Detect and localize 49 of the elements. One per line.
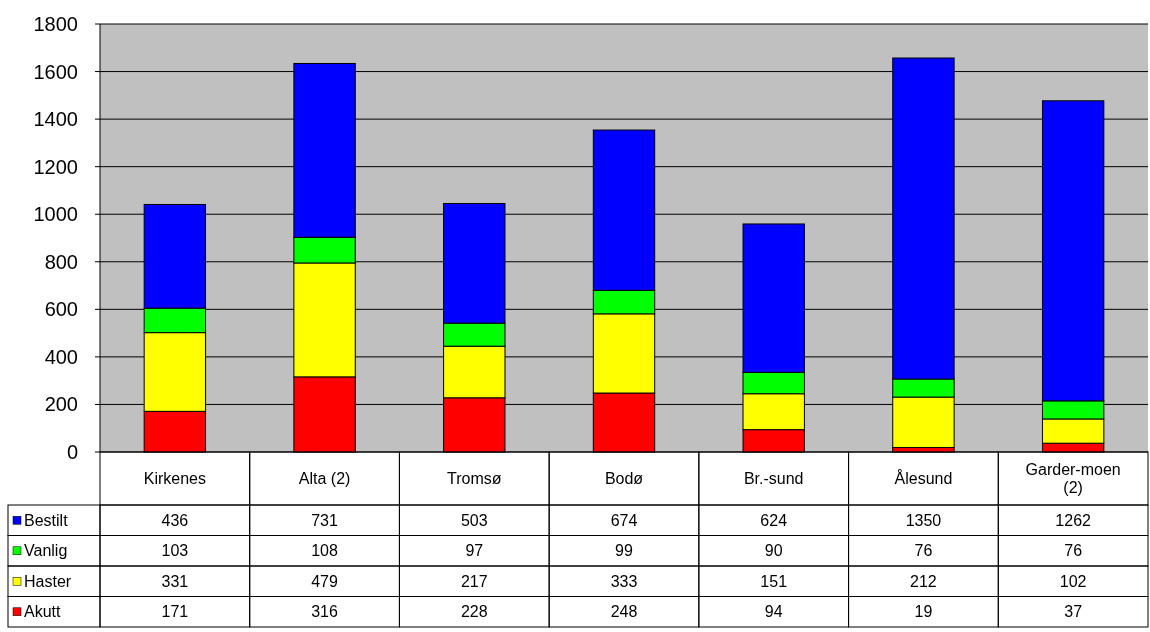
data-label: 212 (910, 572, 937, 590)
data-label: 674 (610, 511, 638, 529)
data-label: 333 (610, 572, 638, 590)
y-tick-label: 400 (44, 345, 78, 368)
legend-label: Bestilt (24, 511, 69, 529)
data-label: 624 (760, 511, 788, 529)
legend-label: Akutt (24, 603, 62, 621)
data-label: 436 (161, 511, 189, 529)
data-label: 19 (914, 603, 933, 621)
y-tick-label: 800 (44, 250, 78, 273)
x-tick-label: Garder-moen (2) (1025, 461, 1121, 497)
data-label: 108 (311, 542, 339, 560)
data-label: 94 (764, 603, 783, 621)
data-label: 1350 (905, 511, 942, 529)
x-tick-label: Kirkenes (143, 470, 206, 488)
legend-label: Vanlig (24, 542, 68, 560)
legend-label: Haster (24, 572, 72, 590)
x-tick-label: Ålesund (894, 469, 953, 488)
data-label: 37 (1064, 603, 1083, 621)
y-tick-label: 1600 (33, 60, 78, 83)
data-label: 731 (311, 511, 339, 529)
data-label: 331 (161, 572, 189, 590)
data-label: 99 (615, 542, 633, 560)
y-tick-label: 600 (44, 298, 78, 321)
x-tick-label: Alta (2) (298, 470, 351, 488)
y-tick-label: 200 (44, 393, 78, 416)
data-label: 171 (161, 603, 189, 621)
data-label: 76 (914, 542, 933, 560)
data-label: 151 (760, 572, 788, 590)
data-label: 97 (465, 542, 484, 560)
data-label: 228 (460, 603, 488, 621)
data-label: 479 (311, 572, 339, 590)
data-label: 503 (460, 511, 488, 529)
y-tick-label: 1200 (33, 155, 78, 178)
y-tick-label: 1800 (33, 13, 78, 35)
x-tick-label: Bodø (604, 470, 644, 488)
data-label: 102 (1059, 572, 1087, 590)
y-tick-label: 1000 (33, 203, 78, 226)
x-tick-label: Tromsø (447, 470, 502, 488)
y-tick-label: 1400 (33, 108, 78, 131)
y-tick-label: 0 (66, 441, 78, 463)
data-label: 316 (311, 603, 339, 621)
data-label: 90 (764, 542, 783, 560)
data-label: 248 (610, 603, 638, 621)
data-label: 76 (1064, 542, 1083, 560)
data-label: 1262 (1055, 511, 1092, 529)
data-label: 217 (460, 572, 488, 590)
x-tick-label: Br.-sund (743, 470, 804, 488)
data-label: 103 (161, 542, 189, 560)
